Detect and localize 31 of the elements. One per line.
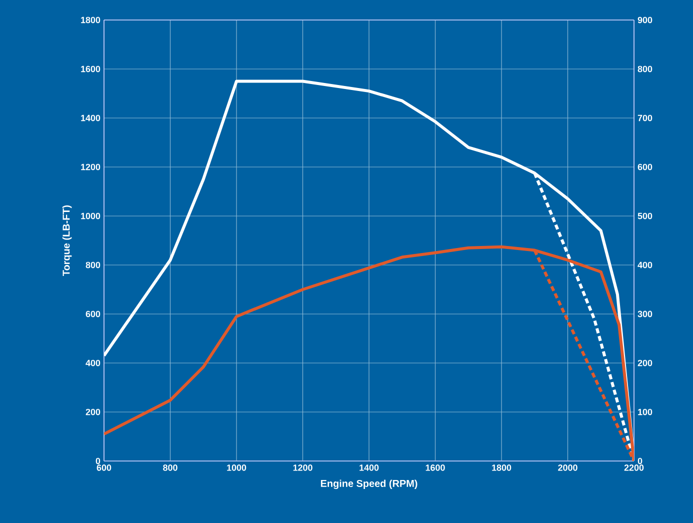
- x-tick-label: 600: [96, 464, 112, 471]
- y2-tick-label: 900: [638, 16, 652, 24]
- y2-tick-label: 600: [638, 164, 652, 170]
- y-tick-label: 1000: [81, 212, 100, 220]
- y2-tick-label: 700: [638, 114, 652, 122]
- x-tick-label: 2200: [624, 464, 644, 471]
- y-tick-label: 0: [96, 458, 100, 464]
- y-tick-label: 800: [86, 262, 100, 268]
- x-tick-label: 1400: [360, 464, 379, 471]
- y2-tick-label: 200: [638, 360, 652, 366]
- x-tick-label: 1800: [492, 464, 512, 471]
- y2-tick-label: 300: [638, 310, 652, 318]
- y-tick-label: 200: [86, 408, 100, 416]
- y-tick-label: 1600: [81, 66, 100, 72]
- y-tick-label: 400: [86, 360, 100, 366]
- y-tick-label: 600: [86, 310, 100, 318]
- y-tick-label: 1400: [81, 114, 100, 122]
- x-tick-label: 1600: [426, 464, 445, 471]
- y2-tick-label: 500: [638, 212, 652, 220]
- y2-tick-label: 0: [638, 458, 642, 464]
- x-tick-label: 2000: [558, 464, 578, 471]
- x-tick-label: 1200: [293, 464, 312, 471]
- x-tick-label: 1000: [227, 464, 246, 471]
- y2-tick-label: 100: [638, 408, 652, 416]
- y-axis-title: Torque (LB-FT): [62, 205, 72, 276]
- x-axis-title: Engine Speed (RPM): [320, 480, 418, 490]
- y2-tick-label: 400: [638, 262, 652, 268]
- y-tick-label: 1800: [81, 16, 100, 24]
- y-tick-label: 1200: [81, 164, 100, 170]
- y2-tick-label: 800: [638, 66, 652, 72]
- x-tick-label: 800: [163, 464, 178, 471]
